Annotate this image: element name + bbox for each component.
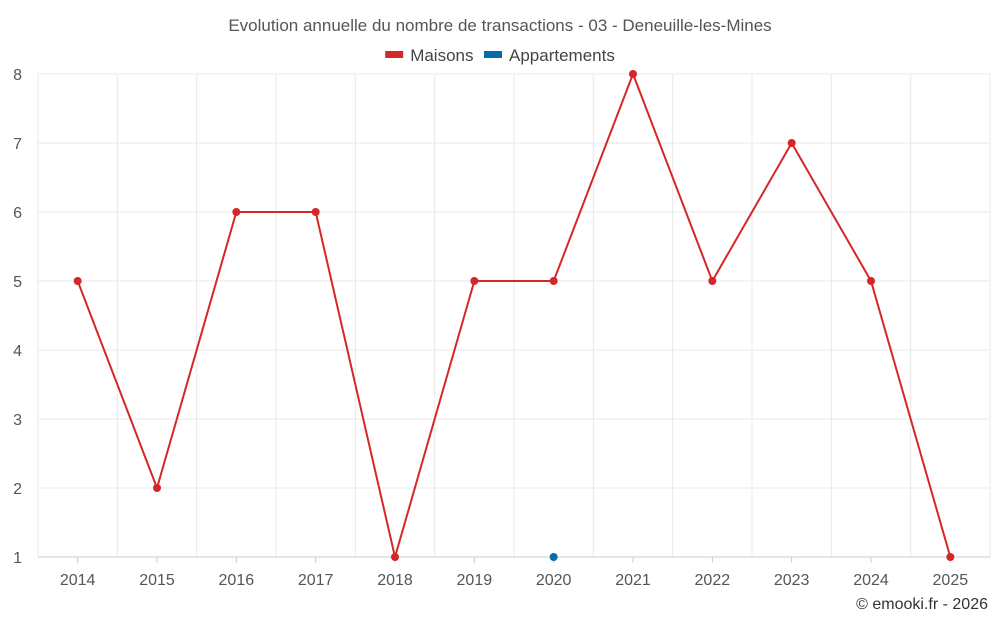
data-point-maisons bbox=[549, 277, 558, 285]
series-appartements bbox=[549, 553, 558, 561]
credit-text: © emooki.fr - 2026 bbox=[856, 596, 988, 613]
data-point-maisons bbox=[232, 208, 241, 216]
x-tick-label: 2019 bbox=[457, 572, 493, 589]
x-tick-label: 2016 bbox=[219, 572, 255, 589]
series-maisons bbox=[73, 70, 955, 561]
data-point-appartements bbox=[549, 553, 558, 561]
y-tick-label: 7 bbox=[13, 136, 22, 153]
chart-title: Evolution annuelle du nombre de transact… bbox=[228, 16, 771, 35]
data-point-maisons bbox=[153, 484, 161, 492]
y-tick-label: 8 bbox=[13, 67, 22, 84]
x-axis: 2014 2015 2016 2017 2018 2019 2020 2021 2022 2023… bbox=[60, 557, 968, 589]
data-point-maisons bbox=[708, 277, 717, 285]
y-tick-label: 2 bbox=[13, 481, 22, 498]
grid bbox=[37, 73, 991, 558]
legend-item-appartements: Appartements bbox=[484, 46, 615, 65]
x-tick-label: 2021 bbox=[615, 572, 651, 589]
legend-swatch bbox=[484, 51, 502, 58]
y-tick-label: 5 bbox=[13, 274, 22, 291]
x-tick-label: 2025 bbox=[933, 572, 969, 589]
data-point-maisons bbox=[629, 70, 637, 78]
data-point-maisons bbox=[946, 553, 955, 561]
data-point-maisons bbox=[311, 208, 320, 216]
x-tick-label: 2022 bbox=[695, 572, 731, 589]
legend: Maisons Appartements bbox=[385, 46, 615, 65]
legend-label: Maisons bbox=[410, 46, 473, 65]
y-tick-label: 4 bbox=[13, 343, 22, 360]
x-tick-label: 2024 bbox=[853, 572, 889, 589]
x-tick-label: 2018 bbox=[377, 572, 413, 589]
x-tick-label: 2020 bbox=[536, 572, 572, 589]
x-tick-label: 2014 bbox=[60, 572, 96, 589]
series-layer bbox=[73, 70, 955, 561]
y-axis: 1 2 3 4 5 6 7 8 bbox=[13, 67, 22, 567]
data-point-maisons bbox=[787, 139, 796, 147]
data-point-maisons bbox=[470, 277, 479, 285]
y-tick-label: 1 bbox=[13, 550, 22, 567]
data-point-maisons bbox=[391, 553, 399, 561]
data-point-maisons bbox=[73, 277, 82, 285]
y-tick-label: 3 bbox=[13, 412, 22, 429]
series-line-maisons bbox=[76, 73, 952, 558]
x-tick-label: 2023 bbox=[774, 572, 810, 589]
data-point-maisons bbox=[867, 277, 875, 285]
x-tick-label: 2015 bbox=[139, 572, 175, 589]
x-tick-label: 2017 bbox=[298, 572, 334, 589]
y-tick-label: 6 bbox=[13, 205, 22, 222]
legend-swatch bbox=[385, 51, 404, 58]
legend-label: Appartements bbox=[509, 46, 615, 65]
legend-item-maisons: Maisons bbox=[385, 46, 474, 65]
